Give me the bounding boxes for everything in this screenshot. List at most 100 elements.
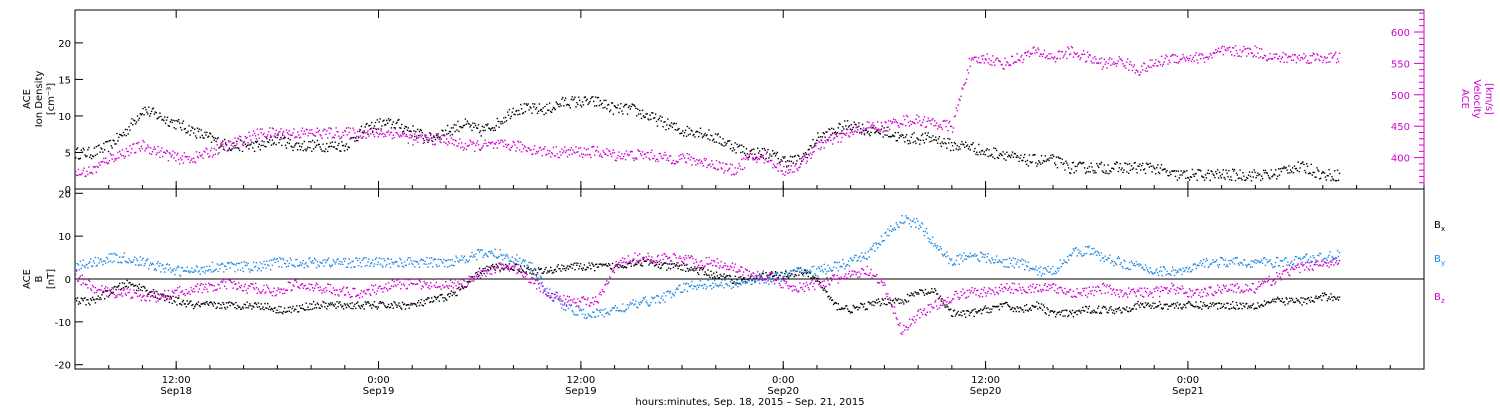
by-point <box>635 300 637 302</box>
ion-density-point <box>368 125 370 127</box>
by-point <box>229 267 231 269</box>
bottom-x-axis: 12:00Sep180:00Sep1912:00Sep190:00Sep2012… <box>74 189 1425 397</box>
ion-density-point <box>1172 170 1175 172</box>
velocity-point <box>1176 55 1179 57</box>
velocity-point <box>367 130 369 132</box>
velocity-point <box>188 156 190 158</box>
ion-density-point <box>1310 163 1312 166</box>
by-point <box>408 263 410 265</box>
velocity-point <box>1139 73 1141 76</box>
bx-point <box>251 308 253 310</box>
by-point <box>357 259 359 262</box>
by-point <box>76 263 79 265</box>
by-point <box>599 311 601 313</box>
velocity-point <box>739 165 741 167</box>
ion-density-point <box>1068 167 1070 169</box>
bx-point <box>405 304 408 306</box>
velocity-point <box>936 128 939 130</box>
bx-point <box>920 289 922 292</box>
bx-point <box>881 298 883 300</box>
velocity-point <box>636 158 638 160</box>
bx-point <box>945 306 947 308</box>
ion-density-point <box>1315 176 1317 178</box>
bx-point <box>429 301 431 304</box>
ion-density-point <box>151 108 154 110</box>
ion-density-point <box>1052 154 1054 156</box>
bx-point <box>1039 307 1042 310</box>
velocity-point <box>730 174 733 176</box>
ion-density-point <box>250 143 252 145</box>
ion-density-point <box>1095 172 1097 174</box>
ion-density-point <box>382 120 384 122</box>
velocity-point <box>328 132 331 135</box>
ion-density-point <box>1078 162 1080 164</box>
bx-point <box>1125 309 1127 311</box>
ion-density-point <box>965 145 968 147</box>
by-point <box>342 263 344 266</box>
bx-point <box>174 301 176 303</box>
bx-point <box>578 268 580 270</box>
ion-density-point <box>395 122 397 125</box>
velocity-point <box>119 150 121 153</box>
by-point <box>645 300 647 303</box>
velocity-point <box>253 130 255 132</box>
by-point <box>420 258 423 260</box>
by-point <box>607 311 609 313</box>
bx-point <box>1239 302 1241 304</box>
bx-point <box>1305 298 1307 300</box>
bx-point <box>638 262 640 264</box>
velocity-point <box>853 131 855 133</box>
velocity-point <box>1232 47 1234 49</box>
bx-point <box>668 263 671 265</box>
by-point <box>359 261 362 264</box>
ion-density-point <box>90 157 93 160</box>
bx-point <box>762 272 764 275</box>
ion-density-point <box>611 102 614 104</box>
bx-point <box>304 309 306 311</box>
bx-point <box>325 302 327 304</box>
velocity-point <box>1085 60 1088 62</box>
by-point <box>771 281 773 283</box>
ion-density-point <box>947 137 949 140</box>
ion-density-point <box>529 106 531 108</box>
bx-point <box>864 309 867 311</box>
velocity-point <box>571 153 573 155</box>
bx-point <box>1021 309 1023 311</box>
ion-density-point <box>525 103 527 105</box>
bx-point <box>961 314 963 317</box>
by-point <box>728 285 731 287</box>
velocity-point <box>310 132 312 135</box>
ion-density-point <box>1166 169 1168 172</box>
velocity-point <box>135 151 137 154</box>
bx-point <box>1194 305 1196 308</box>
ion-density-point <box>489 128 491 130</box>
by-point <box>357 265 360 267</box>
bx-point <box>494 269 497 271</box>
ion-density-point <box>1024 160 1027 163</box>
bx-point <box>193 307 195 310</box>
by-point <box>465 259 467 261</box>
velocity-point <box>1292 59 1295 61</box>
ion-density-point <box>596 97 599 99</box>
velocity-point <box>413 139 415 141</box>
bx-point <box>732 282 734 284</box>
by-point <box>294 266 296 268</box>
bx-point <box>439 294 441 296</box>
bx-point <box>529 272 531 274</box>
bx-point <box>974 308 976 310</box>
by-point <box>194 269 196 271</box>
by-point <box>500 253 502 256</box>
bx-point <box>310 308 312 311</box>
velocity-point <box>772 163 775 165</box>
velocity-point <box>1069 53 1072 55</box>
ion-density-point <box>763 147 765 150</box>
velocity-point <box>980 55 983 57</box>
by-point <box>164 271 166 273</box>
ion-density-point <box>352 137 354 139</box>
ion-density-point <box>557 103 559 106</box>
bx-point <box>1098 305 1100 307</box>
by-point <box>181 267 184 269</box>
ion-density-point <box>419 128 422 131</box>
bx-point <box>1294 301 1297 303</box>
velocity-point <box>769 155 771 157</box>
